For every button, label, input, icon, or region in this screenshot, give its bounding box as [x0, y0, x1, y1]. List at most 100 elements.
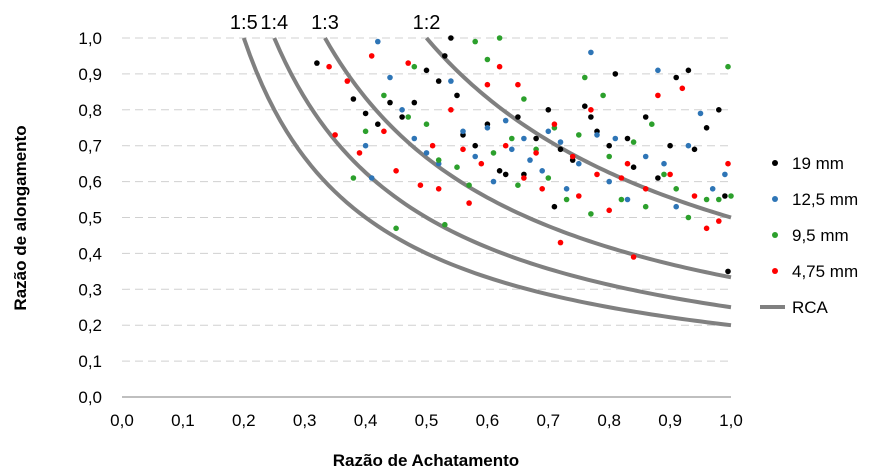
- data-point: [509, 146, 515, 153]
- data-point: [502, 142, 509, 149]
- data-point: [496, 35, 503, 41]
- data-point: [417, 182, 424, 188]
- data-point: [362, 128, 369, 135]
- data-point: [454, 92, 460, 99]
- y-tick-label: 0,0: [78, 388, 102, 407]
- data-point: [725, 160, 731, 167]
- data-point: [642, 186, 649, 192]
- data-point: [405, 60, 412, 66]
- data-point: [387, 99, 393, 106]
- y-tick-label: 0,6: [78, 173, 102, 192]
- data-point: [709, 186, 716, 192]
- data-point: [356, 150, 363, 156]
- data-point: [642, 114, 649, 120]
- data-point: [576, 132, 582, 138]
- data-point: [569, 153, 576, 160]
- y-tick-label: 0,7: [78, 137, 102, 156]
- data-point: [649, 121, 655, 127]
- data-point: [454, 164, 460, 170]
- data-point: [630, 254, 637, 260]
- data-point: [725, 63, 731, 70]
- data-point: [545, 128, 552, 135]
- data-point: [661, 160, 667, 167]
- legend-marker: [772, 232, 778, 238]
- ratio-labels: 1:5 1:4 1:3 1:2: [230, 12, 441, 34]
- data-point: [582, 103, 588, 109]
- data-point: [612, 135, 619, 142]
- x-tick-label: 0,9: [658, 411, 682, 430]
- y-tick-label: 0,5: [78, 209, 102, 228]
- data-point: [448, 107, 454, 113]
- data-point: [557, 239, 564, 246]
- data-point: [472, 38, 479, 45]
- x-tick-label: 0,3: [293, 411, 317, 430]
- data-point: [624, 135, 631, 142]
- legend-label: 9,5 mm: [792, 226, 849, 245]
- data-point: [716, 107, 722, 113]
- x-tick-label: 0,0: [110, 411, 134, 430]
- data-point: [618, 175, 625, 181]
- data-point: [588, 49, 594, 56]
- data-point: [375, 38, 381, 45]
- data-point: [667, 171, 673, 178]
- data-point: [576, 193, 582, 199]
- data-point: [588, 211, 594, 217]
- data-point: [630, 139, 637, 145]
- data-point: [521, 175, 527, 181]
- legend-label: 19 mm: [792, 154, 844, 173]
- x-tick-label: 0,1: [171, 411, 195, 430]
- data-point: [722, 193, 728, 199]
- data-point: [435, 157, 442, 163]
- data-point: [685, 142, 692, 149]
- ratio-label: 1:2: [413, 12, 441, 34]
- data-points: [314, 35, 734, 275]
- data-point: [484, 81, 491, 88]
- x-tick-label: 0,7: [536, 411, 560, 430]
- data-point: [582, 74, 588, 81]
- data-point: [411, 99, 418, 106]
- data-point: [399, 114, 405, 120]
- legend-label: 12,5 mm: [792, 190, 858, 209]
- data-point: [551, 121, 558, 127]
- data-point: [484, 56, 491, 63]
- data-point: [521, 135, 527, 142]
- data-point: [624, 196, 631, 203]
- data-point: [423, 67, 430, 74]
- y-tick-label: 0,1: [78, 352, 102, 371]
- data-point: [673, 203, 679, 210]
- data-point: [515, 81, 521, 88]
- y-tick-label: 0,2: [78, 316, 102, 335]
- data-point: [624, 160, 631, 167]
- data-point: [716, 196, 722, 203]
- data-point: [539, 186, 545, 192]
- x-tick-labels: 0,0 0,1 0,2 0,3 0,4 0,5 0,6 0,7 0,8 0,9 1,0: [110, 411, 743, 430]
- data-point: [539, 168, 545, 174]
- data-point: [642, 203, 649, 210]
- data-point: [551, 203, 558, 210]
- data-point: [393, 225, 399, 232]
- data-point: [448, 35, 454, 41]
- data-point: [655, 92, 661, 99]
- data-point: [618, 196, 625, 203]
- data-point: [728, 193, 734, 199]
- data-point: [399, 107, 405, 113]
- data-point: [362, 110, 369, 117]
- data-point: [423, 121, 430, 127]
- y-tick-label: 0,9: [78, 65, 102, 84]
- data-point: [362, 142, 369, 149]
- data-point: [472, 142, 479, 149]
- data-point: [630, 164, 637, 170]
- data-point: [515, 182, 521, 188]
- data-point: [478, 160, 485, 167]
- data-point: [350, 96, 357, 102]
- data-point: [460, 128, 466, 135]
- ratio-label: 1:3: [311, 12, 339, 34]
- data-point: [314, 60, 320, 66]
- data-point: [725, 268, 731, 275]
- data-point: [588, 107, 594, 113]
- data-point: [344, 78, 351, 84]
- legend-marker: [772, 196, 778, 202]
- data-point: [594, 132, 600, 138]
- y-tick-label: 0,8: [78, 101, 102, 120]
- data-point: [691, 193, 698, 199]
